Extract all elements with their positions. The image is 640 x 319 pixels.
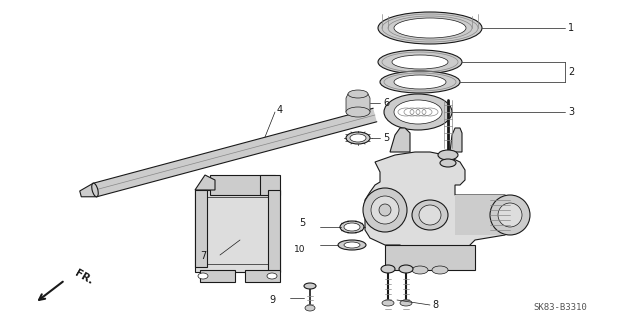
- Ellipse shape: [394, 75, 446, 89]
- Ellipse shape: [346, 107, 370, 117]
- Text: 5: 5: [299, 218, 305, 228]
- Ellipse shape: [379, 204, 391, 216]
- Ellipse shape: [438, 150, 458, 160]
- Ellipse shape: [344, 242, 360, 248]
- Polygon shape: [210, 175, 275, 195]
- Ellipse shape: [346, 132, 370, 144]
- Polygon shape: [260, 175, 280, 195]
- Ellipse shape: [432, 266, 448, 274]
- Ellipse shape: [92, 183, 99, 197]
- Polygon shape: [450, 128, 462, 152]
- Ellipse shape: [384, 94, 452, 130]
- Text: FR.: FR.: [73, 268, 95, 286]
- Text: 2: 2: [568, 67, 574, 77]
- Ellipse shape: [399, 265, 413, 273]
- Text: SK83-B3310: SK83-B3310: [533, 303, 587, 313]
- Ellipse shape: [394, 100, 442, 124]
- Polygon shape: [93, 108, 377, 197]
- Polygon shape: [365, 152, 510, 265]
- Text: 4: 4: [277, 105, 283, 115]
- Polygon shape: [390, 128, 410, 152]
- Polygon shape: [346, 94, 370, 112]
- Ellipse shape: [340, 221, 364, 233]
- Ellipse shape: [498, 203, 522, 227]
- Text: 7: 7: [200, 251, 206, 261]
- Ellipse shape: [378, 12, 482, 44]
- Text: 5: 5: [383, 133, 389, 143]
- Ellipse shape: [338, 240, 366, 250]
- Polygon shape: [80, 183, 97, 197]
- Ellipse shape: [305, 305, 315, 311]
- Polygon shape: [195, 190, 207, 267]
- Ellipse shape: [304, 283, 316, 289]
- Ellipse shape: [381, 265, 395, 273]
- Polygon shape: [245, 270, 280, 282]
- Polygon shape: [268, 190, 280, 272]
- Ellipse shape: [350, 134, 366, 142]
- Ellipse shape: [419, 205, 441, 225]
- Polygon shape: [455, 195, 510, 235]
- Polygon shape: [200, 270, 235, 282]
- Ellipse shape: [412, 200, 448, 230]
- Ellipse shape: [382, 300, 394, 306]
- Ellipse shape: [412, 266, 428, 274]
- Text: 1: 1: [568, 23, 574, 33]
- Ellipse shape: [348, 90, 368, 98]
- Text: 8: 8: [432, 300, 438, 310]
- Ellipse shape: [267, 273, 277, 279]
- Ellipse shape: [440, 159, 456, 167]
- Ellipse shape: [490, 195, 530, 235]
- Polygon shape: [195, 175, 215, 190]
- Ellipse shape: [400, 300, 412, 306]
- Ellipse shape: [198, 273, 208, 279]
- Text: 9: 9: [270, 295, 276, 305]
- Ellipse shape: [394, 18, 466, 38]
- Ellipse shape: [380, 71, 460, 93]
- Polygon shape: [385, 245, 475, 270]
- Ellipse shape: [392, 55, 448, 69]
- Ellipse shape: [344, 223, 360, 231]
- Text: 6: 6: [383, 98, 389, 108]
- Ellipse shape: [378, 50, 462, 74]
- Ellipse shape: [371, 196, 399, 224]
- Text: 10: 10: [294, 244, 305, 254]
- Ellipse shape: [363, 188, 407, 232]
- Text: 3: 3: [568, 107, 574, 117]
- Polygon shape: [195, 190, 280, 272]
